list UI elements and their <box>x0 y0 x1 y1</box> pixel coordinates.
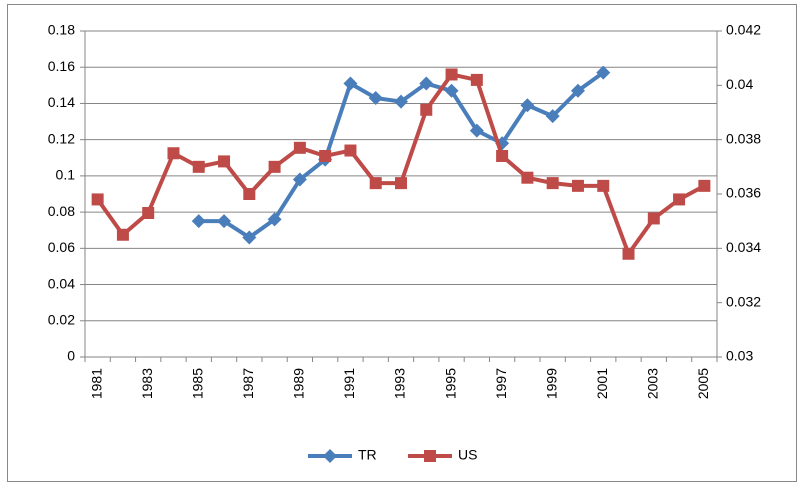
x-tick-label: 1993 <box>392 368 408 399</box>
data-point <box>242 230 257 245</box>
data-point <box>319 149 332 162</box>
y-tick-label: 0.14 <box>48 94 75 110</box>
data-point <box>622 247 635 260</box>
legend-label: TR <box>358 447 377 463</box>
data-point <box>597 179 610 192</box>
y-tick-label: 0.16 <box>48 58 75 74</box>
y-tick-label: 0.12 <box>48 130 75 146</box>
data-point <box>420 103 433 116</box>
data-point <box>419 76 434 91</box>
y2-tick-label: 0.03 <box>726 348 753 364</box>
y-tick-label: 0.02 <box>48 311 75 327</box>
data-point <box>545 109 560 124</box>
chart-border <box>7 4 797 482</box>
data-point <box>217 214 232 229</box>
legend-marker <box>424 450 436 462</box>
data-point <box>268 160 281 173</box>
legend-label: US <box>458 447 477 463</box>
data-point <box>571 179 584 192</box>
x-tick-label: 1989 <box>291 368 307 399</box>
y-tick-label: 0.04 <box>48 275 75 291</box>
data-point <box>293 141 306 154</box>
data-point <box>673 193 686 206</box>
y2-tick-label: 0.04 <box>726 76 753 92</box>
data-point <box>521 171 534 184</box>
x-tick-label: 1981 <box>88 368 104 399</box>
data-point <box>368 91 383 106</box>
x-tick-label: 2005 <box>695 368 711 399</box>
x-tick-label: 1997 <box>493 368 509 399</box>
data-point <box>343 76 358 91</box>
legend-item: TR <box>308 447 377 463</box>
data-point <box>444 83 459 98</box>
y-tick-label: 0.06 <box>48 239 75 255</box>
x-tick-label: 1983 <box>139 368 155 399</box>
data-point <box>496 149 509 162</box>
y2-tick-label: 0.038 <box>726 130 761 146</box>
legend-item: US <box>408 447 477 463</box>
y-tick-label: 0.08 <box>48 203 75 219</box>
data-point <box>344 144 357 157</box>
data-point <box>470 73 483 86</box>
data-point <box>394 94 408 109</box>
data-point <box>546 177 559 190</box>
y2-tick-label: 0.042 <box>726 22 761 38</box>
data-point <box>243 188 256 200</box>
data-point <box>647 212 660 225</box>
y2-tick-label: 0.034 <box>726 239 761 255</box>
data-point <box>570 83 585 98</box>
x-tick-label: 2003 <box>645 368 661 399</box>
x-tick-label: 1985 <box>189 368 205 399</box>
data-point <box>192 160 205 173</box>
data-point <box>218 155 231 168</box>
y-tick-label: 0.1 <box>56 167 76 183</box>
x-tick-label: 2001 <box>594 368 610 399</box>
legend-marker <box>323 449 337 463</box>
data-point <box>167 147 180 160</box>
x-tick-label: 1987 <box>240 368 256 399</box>
data-point <box>395 177 407 190</box>
data-point <box>142 207 155 220</box>
data-point <box>469 123 484 138</box>
data-point <box>116 228 129 241</box>
y-tick-label: 0 <box>67 348 75 364</box>
data-point <box>445 68 458 81</box>
y2-tick-label: 0.036 <box>726 185 761 201</box>
data-point <box>191 214 206 229</box>
data-point <box>596 65 611 80</box>
y2-tick-label: 0.032 <box>726 293 761 309</box>
x-tick-label: 1995 <box>442 368 458 399</box>
data-point <box>267 212 282 227</box>
data-point <box>520 98 535 113</box>
x-tick-label: 1991 <box>341 368 357 399</box>
data-point <box>292 172 307 187</box>
y-tick-label: 0.18 <box>48 22 75 38</box>
x-tick-label: 1999 <box>543 368 559 399</box>
data-point <box>91 193 104 206</box>
data-point <box>369 177 382 190</box>
data-point <box>698 179 711 192</box>
